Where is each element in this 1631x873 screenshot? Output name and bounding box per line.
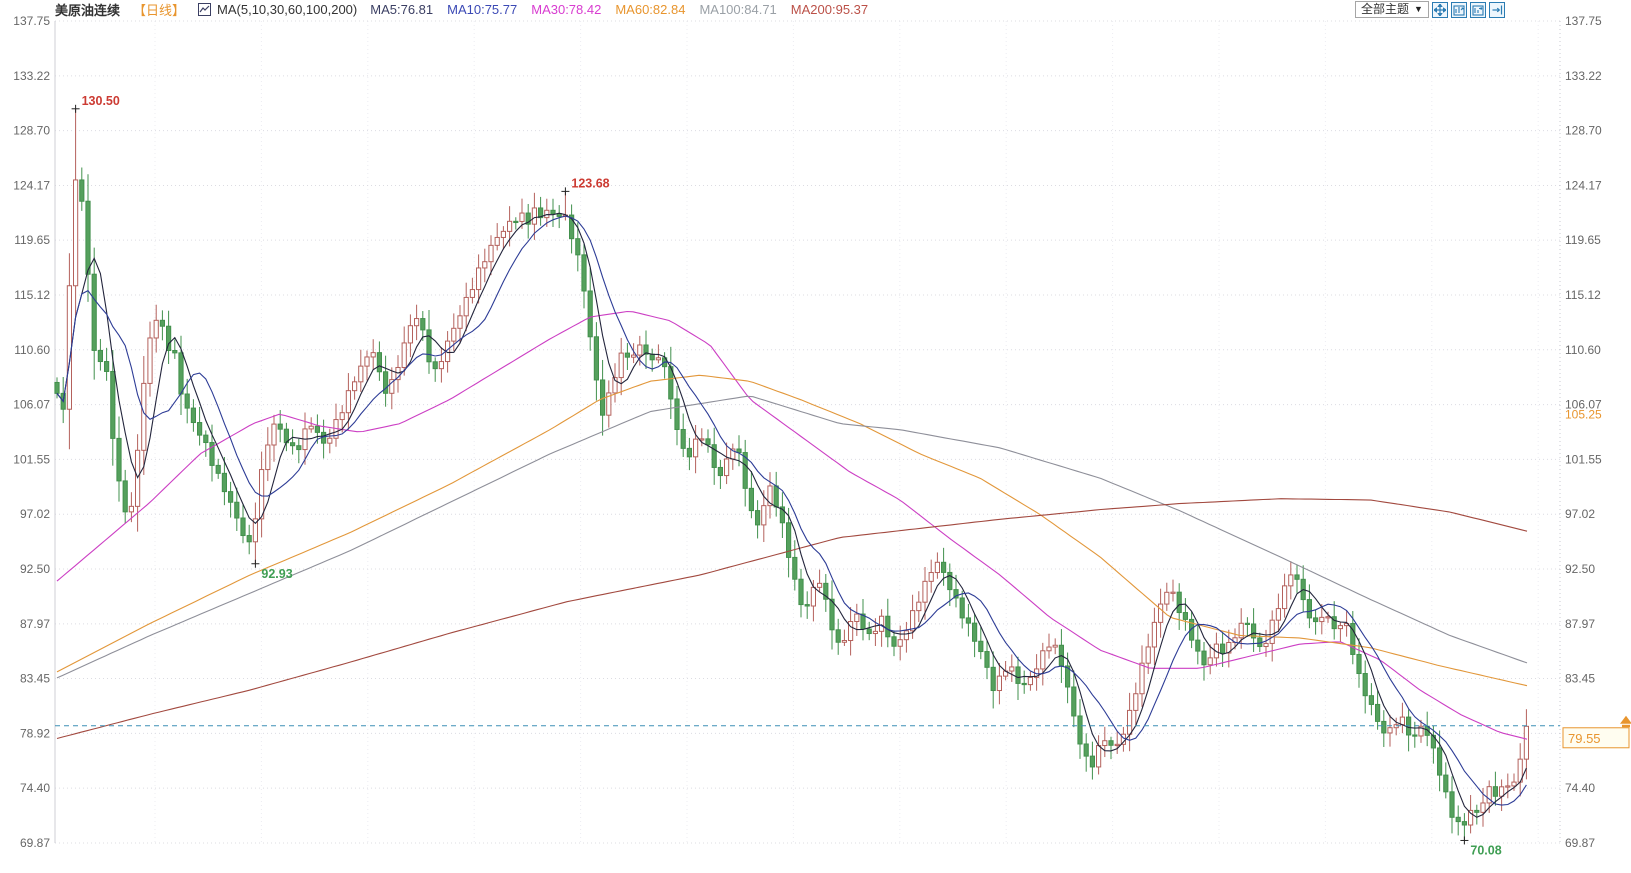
y-axis-label-left: 83.45 <box>20 672 50 686</box>
ma-legend: MA5:76.81 MA10:75.77 MA30:78.42 MA60:82.84 M… <box>370 2 868 17</box>
y-axis-label-right: 110.60 <box>1565 343 1601 357</box>
symbol-title: 美原油连续 <box>55 3 121 18</box>
ma-line-ma30 <box>56 310 1528 740</box>
y-axis-label-right: 106.07 <box>1565 398 1602 412</box>
svg-text:70.08: 70.08 <box>1470 843 1501 857</box>
y-axis-label-left: 124.17 <box>13 178 50 192</box>
expand-scale-button[interactable] <box>1469 1 1486 18</box>
goto-latest-button[interactable] <box>1488 1 1505 18</box>
chart-toolbar: 全部主题 ▼ <box>1355 1 1505 18</box>
y-axis-label-left: 128.70 <box>13 124 50 138</box>
y-axis-label-right: 97.02 <box>1565 507 1595 521</box>
y-axis-label-right: 133.22 <box>1565 69 1602 83</box>
y-axis-label-right: 128.70 <box>1565 124 1602 138</box>
annotation-70.08: 70.08 <box>1460 836 1502 857</box>
alert-price-label: 105.25 <box>1565 408 1602 422</box>
pan-tool-button[interactable] <box>1431 1 1448 18</box>
ma-legend-ma60: MA60:82.84 <box>615 2 686 17</box>
ma-legend-ma30: MA30:78.42 <box>531 2 602 17</box>
y-axis-label-left: 69.87 <box>20 836 50 850</box>
y-axis-label-left: 110.60 <box>14 343 50 357</box>
y-axis-label-left: 74.40 <box>20 781 50 795</box>
price-up-arrow-icon <box>1620 715 1631 724</box>
ma-legend-ma100: MA100:84.71 <box>699 2 777 17</box>
y-axis-label-left: 78.92 <box>20 726 50 740</box>
annotation-130.50: 130.50 <box>71 94 120 113</box>
ma-legend-ma10: MA10:75.77 <box>447 2 518 17</box>
y-axis-label-left: 87.97 <box>20 617 50 631</box>
y-axis-label-right: 101.55 <box>1565 452 1602 466</box>
y-axis-label-left: 119.65 <box>14 233 50 247</box>
y-axis-label-right: 115.12 <box>1565 288 1601 302</box>
candlestick-series <box>54 108 1530 841</box>
period-tag[interactable]: 【日线】 <box>133 3 186 18</box>
ma-legend-ma200: MA200:95.37 <box>790 2 869 17</box>
indicator-icon <box>198 3 212 16</box>
ma-line-ma100 <box>56 395 1528 679</box>
y-axis-label-left: 133.22 <box>13 69 50 83</box>
ma-line-ma10 <box>56 215 1527 806</box>
ma-group-label: MA(5,10,30,60,100,200) <box>217 2 358 17</box>
grid: 137.75 137.75 133.22 133.22 128.70 128.70 124.… <box>13 14 1602 850</box>
chart-header: 美原油连续 【日线】 MA(5,10,30,60,100,200) MA5:76… <box>55 1 868 18</box>
y-axis-label-right: 92.50 <box>1565 562 1595 576</box>
svg-text:92.93: 92.93 <box>261 567 292 581</box>
theme-dropdown[interactable]: 全部主题 ▼ <box>1355 1 1429 18</box>
annotation-92.93: 92.93 <box>251 559 293 581</box>
compress-scale-button[interactable] <box>1450 1 1467 18</box>
y-axis-label-left: 115.12 <box>14 288 50 302</box>
y-axis-label-left: 92.50 <box>20 562 50 576</box>
y-axis-label-left: 106.07 <box>13 398 50 412</box>
y-axis-label-right: 119.65 <box>1565 233 1601 247</box>
ma-line-ma200 <box>56 498 1528 740</box>
compress-scale-icon <box>1453 4 1465 16</box>
y-axis-label-right: 83.45 <box>1565 672 1595 686</box>
y-axis-label-right: 87.97 <box>1565 617 1595 631</box>
chevron-down-icon: ▼ <box>1414 4 1423 14</box>
y-axis-label-left: 137.75 <box>13 14 50 28</box>
ma-line-ma5 <box>56 212 1527 818</box>
y-axis-label-left: 101.55 <box>13 452 50 466</box>
theme-dropdown-label: 全部主题 <box>1361 2 1410 16</box>
ma-line-ma60 <box>56 374 1528 687</box>
y-axis-label-right: 124.17 <box>1565 178 1602 192</box>
y-axis-label-left: 97.02 <box>20 507 50 521</box>
current-price-tag: 79.55 <box>1562 715 1631 749</box>
goto-latest-icon <box>1492 5 1503 14</box>
y-axis-label-right: 74.40 <box>1565 781 1595 795</box>
svg-text:123.68: 123.68 <box>571 176 609 190</box>
ma-legend-ma5: MA5:76.81 <box>370 2 434 17</box>
annotation-123.68: 123.68 <box>561 176 610 196</box>
svg-text:79.55: 79.55 <box>1568 731 1601 746</box>
y-axis-label-right: 137.75 <box>1565 14 1602 28</box>
expand-scale-icon <box>1472 4 1484 16</box>
y-axis-label-right: 69.87 <box>1565 836 1595 850</box>
pan-icon <box>1433 3 1446 16</box>
svg-text:130.50: 130.50 <box>82 94 120 108</box>
